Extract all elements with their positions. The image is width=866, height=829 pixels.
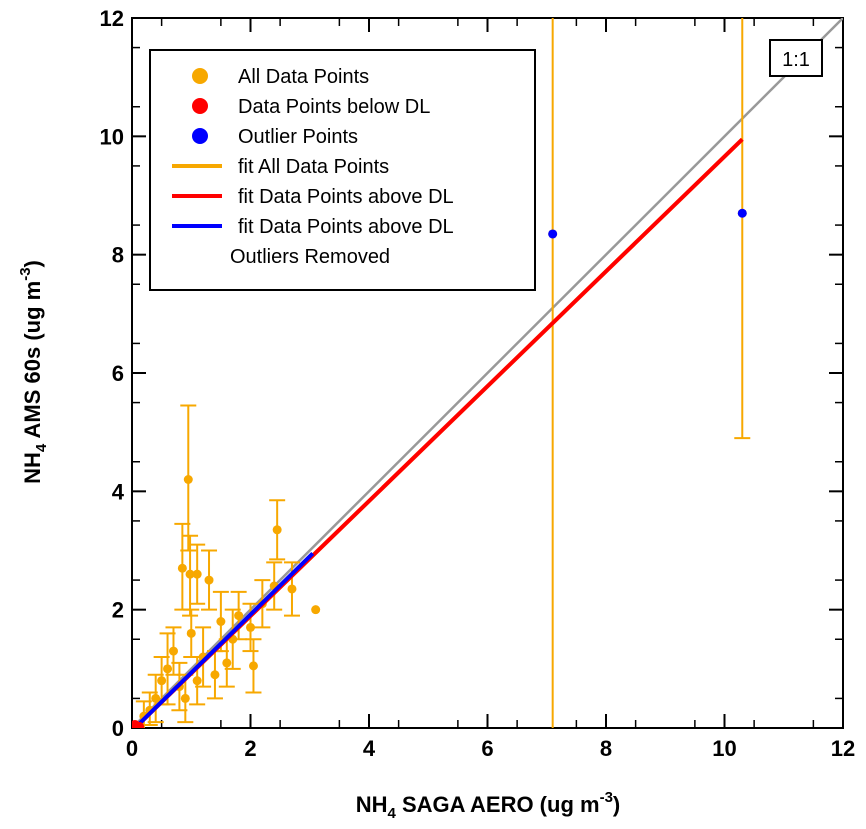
data-point-all <box>177 563 187 573</box>
legend-label: Data Points below DL <box>238 96 430 118</box>
data-point-outlier <box>548 229 558 239</box>
x-tick-label: 2 <box>244 736 256 761</box>
legend-label: fit Data Points above DL <box>238 216 454 238</box>
one-to-one-label: 1:1 <box>782 49 810 71</box>
legend-label: fit Data Points above DL <box>238 186 454 208</box>
legend-marker <box>192 128 208 144</box>
data-point-all <box>192 569 202 579</box>
data-point-all <box>272 525 282 535</box>
data-point-all <box>234 611 244 621</box>
data-point-all <box>183 475 193 484</box>
legend-marker <box>192 98 208 114</box>
y-tick-label: 4 <box>112 479 125 504</box>
y-tick-label: 2 <box>112 598 124 623</box>
data-point-all <box>248 661 258 671</box>
legend: 1:1 All Data Points Data Points below DL Ou… <box>149 39 823 291</box>
data-point-all <box>168 646 178 656</box>
legend-marker <box>192 68 208 84</box>
data-point-all <box>157 676 167 686</box>
data-point-all <box>151 693 161 703</box>
x-tick-label: 0 <box>126 736 138 761</box>
y-tick-label: 0 <box>112 716 124 741</box>
x-tick-label: 10 <box>712 736 736 761</box>
data-point-all <box>311 605 321 615</box>
data-point-all <box>180 693 190 703</box>
data-point-all <box>186 628 196 638</box>
legend-box <box>149 49 536 291</box>
data-point-all <box>192 676 202 686</box>
x-tick-label: 4 <box>363 736 376 761</box>
data-point-all <box>246 622 255 632</box>
data-point-all <box>185 569 195 579</box>
y-tick-label: 12 <box>100 6 124 31</box>
data-point-all <box>204 575 214 585</box>
y-axis-label: NH4 AMS 60s (ug m-3) <box>17 260 50 484</box>
x-tick-label: 8 <box>600 736 612 761</box>
data-point-all <box>287 584 297 594</box>
data-point-below-dl <box>134 721 145 728</box>
data-point-all <box>163 664 173 674</box>
data-point-all <box>216 617 226 626</box>
legend-label: Outliers Removed <box>230 246 390 268</box>
one-to-one-label-box <box>769 39 823 77</box>
legend-label: fit All Data Points <box>238 156 389 178</box>
legend-label: All Data Points <box>238 66 369 88</box>
axis-ticks: 0 2 4 6 8 10 12 0 2 4 6 8 10 12 <box>100 6 856 761</box>
data-point-all <box>210 670 220 680</box>
x-tick-label: 6 <box>481 736 493 761</box>
data-layer <box>132 18 843 728</box>
y-tick-label: 6 <box>112 361 124 386</box>
y-tick-label: 10 <box>100 124 124 149</box>
data-point-all <box>222 658 232 668</box>
legend-label: Outlier Points <box>238 126 358 148</box>
x-tick-label: 12 <box>831 736 855 761</box>
y-tick-label: 8 <box>112 243 124 268</box>
x-axis-label: NH4 SAGA AERO (ug m-3) <box>356 789 621 822</box>
data-point-outlier <box>737 208 747 218</box>
fit-line-2 <box>136 552 315 727</box>
clipped-data <box>132 18 843 728</box>
